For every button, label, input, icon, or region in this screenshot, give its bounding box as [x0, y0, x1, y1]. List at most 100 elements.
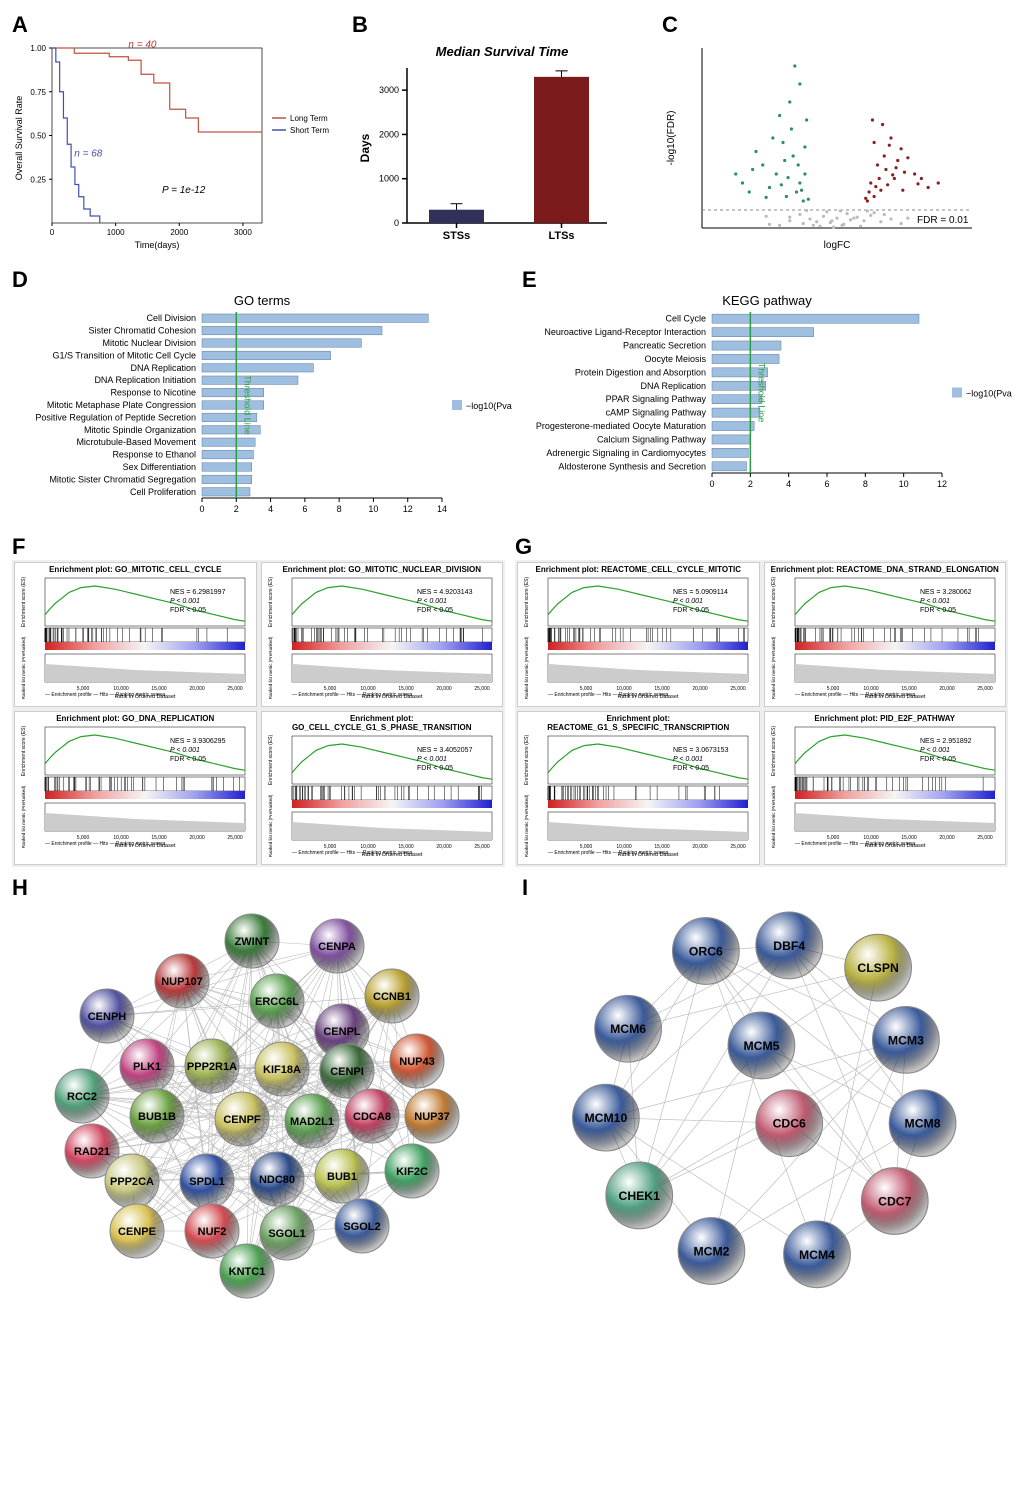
svg-text:25,000: 25,000 — [977, 686, 993, 692]
gsea-plot: Enrichment plot: PID_E2F_PATHWAYEnrichme… — [764, 711, 1007, 865]
svg-text:MCM8: MCM8 — [905, 1117, 941, 1131]
svg-text:NES = 3.0673153: NES = 3.0673153 — [673, 747, 729, 754]
volcano-plot: -log10(FDR) logFC FDR = 0.01 — [662, 38, 1002, 258]
svg-text:Long Term: Long Term — [290, 114, 328, 123]
gsea-plot: Enrichment plot: REACTOME_CELL_CYCLE_MIT… — [517, 562, 760, 707]
svg-text:Progesterone-mediated Oocyte M: Progesterone-mediated Oocyte Maturation — [536, 421, 706, 431]
svg-text:25,000: 25,000 — [474, 844, 490, 850]
svg-text:20,000: 20,000 — [692, 686, 708, 692]
svg-text:12: 12 — [937, 479, 947, 489]
svg-text:−log10(Pvalue): −log10(Pvalue) — [966, 389, 1012, 399]
svg-text:Sister Chromatid Cohesion: Sister Chromatid Cohesion — [88, 326, 196, 336]
svg-text:FDR < 0.05: FDR < 0.05 — [920, 756, 956, 763]
gsea-plot: Enrichment plot: GO_MITOTIC_NUCLEAR_DIVI… — [261, 562, 504, 707]
svg-text:Ranked list metric (PreRanked): Ranked list metric (PreRanked) — [524, 794, 529, 857]
svg-text:25,000: 25,000 — [474, 686, 490, 692]
ppi-network-h: ZWINTCENPANUP107ERCC6LCCNB1CENPHCENPLPLK… — [12, 901, 512, 1301]
svg-text:Cell Proliferation: Cell Proliferation — [130, 487, 196, 497]
svg-text:0: 0 — [199, 504, 204, 514]
svg-text:MCM10: MCM10 — [584, 1111, 627, 1125]
svg-text:CENPA: CENPA — [318, 941, 356, 953]
svg-text:NUP107: NUP107 — [161, 976, 203, 988]
svg-text:P < 0.001: P < 0.001 — [170, 598, 200, 605]
svg-text:CENPI: CENPI — [330, 1066, 364, 1078]
svg-text:Calcium Signaling Pathway: Calcium Signaling Pathway — [597, 434, 707, 444]
svg-text:CHEK1: CHEK1 — [619, 1189, 661, 1203]
svg-text:FDR < 0.05: FDR < 0.05 — [170, 607, 206, 614]
svg-text:14: 14 — [437, 504, 447, 514]
svg-text:25,000: 25,000 — [977, 835, 993, 841]
svg-text:Positive Regulation of Peptide: Positive Regulation of Peptide Secretion — [35, 412, 196, 422]
label-h: H — [12, 875, 512, 901]
svg-text:25,000: 25,000 — [730, 686, 746, 692]
svg-text:20,000: 20,000 — [692, 844, 708, 850]
svg-text:20,000: 20,000 — [939, 686, 955, 692]
svg-text:NES = 5.0909114: NES = 5.0909114 — [673, 589, 728, 596]
kegg-title: KEGG pathway — [522, 293, 1012, 308]
svg-text:Days: Days — [358, 133, 372, 162]
svg-text:— Enrichment profile — Hits: — Enrichment profile — Hits — Ranking me… — [45, 841, 166, 847]
svg-text:Sex Differentiation: Sex Differentiation — [123, 462, 196, 472]
svg-text:CLSPN: CLSPN — [857, 961, 898, 975]
svg-text:FDR < 0.05: FDR < 0.05 — [673, 607, 709, 614]
svg-text:DNA Replication: DNA Replication — [640, 381, 706, 391]
svg-text:8: 8 — [863, 479, 868, 489]
svg-text:Adrenergic Signaling in Cardio: Adrenergic Signaling in Cardiomyocytes — [546, 448, 706, 458]
svg-text:NES = 3.4052057: NES = 3.4052057 — [417, 747, 473, 754]
label-b: B — [352, 12, 652, 38]
svg-text:ZWINT: ZWINT — [235, 936, 270, 948]
svg-text:FDR = 0.01: FDR = 0.01 — [917, 215, 969, 226]
svg-text:MCM2: MCM2 — [693, 1244, 729, 1258]
svg-text:0.75: 0.75 — [30, 88, 46, 97]
svg-text:CENPE: CENPE — [118, 1226, 156, 1238]
svg-text:DNA Replication Initiation: DNA Replication Initiation — [94, 375, 196, 385]
svg-text:G1/S Transition of Mitotic Cel: G1/S Transition of Mitotic Cell Cycle — [52, 350, 196, 360]
svg-text:0: 0 — [50, 228, 55, 237]
svg-text:2: 2 — [234, 504, 239, 514]
svg-text:20,000: 20,000 — [189, 835, 205, 841]
svg-text:25,000: 25,000 — [730, 844, 746, 850]
svg-text:n = 40: n = 40 — [128, 39, 157, 50]
svg-text:6: 6 — [824, 479, 829, 489]
svg-text:Enrichment score (ES): Enrichment score (ES) — [524, 735, 530, 786]
svg-text:Aldosterone Synthesis and Secr: Aldosterone Synthesis and Secretion — [558, 461, 706, 471]
svg-text:Cell Cycle: Cell Cycle — [665, 314, 706, 324]
svg-text:CDCA8: CDCA8 — [353, 1111, 391, 1123]
gsea-plot: Enrichment plot: REACTOME_G1_S_SPECIFIC_… — [517, 711, 760, 865]
svg-text:Threshold Line: Threshold Line — [242, 375, 252, 435]
svg-text:CDC7: CDC7 — [878, 1194, 911, 1208]
svg-text:20,000: 20,000 — [436, 686, 452, 692]
svg-text:FDR < 0.05: FDR < 0.05 — [417, 765, 453, 772]
svg-text:4: 4 — [268, 504, 273, 514]
svg-text:— Enrichment profile — Hits: — Enrichment profile — Hits — Ranking me… — [292, 850, 413, 856]
svg-text:Median Survival Time: Median Survival Time — [436, 44, 569, 59]
svg-text:−log10(Pvalue): −log10(Pvalue) — [466, 401, 512, 411]
svg-text:NUF2: NUF2 — [198, 1226, 227, 1238]
label-c: C — [662, 12, 1002, 38]
svg-text:CENPF: CENPF — [223, 1114, 261, 1126]
svg-text:ORC6: ORC6 — [689, 944, 723, 958]
svg-text:Ranked list metric (PreRanked): Ranked list metric (PreRanked) — [524, 636, 529, 699]
svg-text:NDC80: NDC80 — [259, 1174, 295, 1186]
svg-text:P < 0.001: P < 0.001 — [920, 598, 950, 605]
svg-text:cAMP Signaling Pathway: cAMP Signaling Pathway — [606, 408, 707, 418]
svg-text:CDC6: CDC6 — [773, 1117, 806, 1131]
svg-text:Response to Ethanol: Response to Ethanol — [112, 450, 196, 460]
svg-text:DBF4: DBF4 — [773, 939, 805, 953]
svg-text:PPP2R1A: PPP2R1A — [187, 1061, 237, 1073]
svg-text:Enrichment score (ES): Enrichment score (ES) — [21, 726, 27, 777]
svg-text:Oocyte Meiosis: Oocyte Meiosis — [644, 354, 706, 364]
svg-text:— Enrichment profile — Hits: — Enrichment profile — Hits — Ranking me… — [548, 850, 669, 856]
svg-text:20,000: 20,000 — [189, 686, 205, 692]
svg-text:25,000: 25,000 — [227, 835, 243, 841]
svg-text:Enrichment score (ES): Enrichment score (ES) — [268, 735, 274, 786]
svg-text:STSs: STSs — [443, 230, 471, 242]
svg-text:P < 0.001: P < 0.001 — [673, 756, 703, 763]
svg-text:3000: 3000 — [379, 85, 399, 95]
svg-text:P < 0.001: P < 0.001 — [417, 598, 447, 605]
svg-text:Time(days): Time(days) — [135, 240, 180, 250]
svg-text:2000: 2000 — [170, 228, 188, 237]
svg-text:SGOL2: SGOL2 — [343, 1221, 380, 1233]
svg-text:Microtubule-Based Movement: Microtubule-Based Movement — [76, 437, 196, 447]
svg-text:— Enrichment profile — Hits: — Enrichment profile — Hits — Ranking me… — [292, 692, 413, 698]
